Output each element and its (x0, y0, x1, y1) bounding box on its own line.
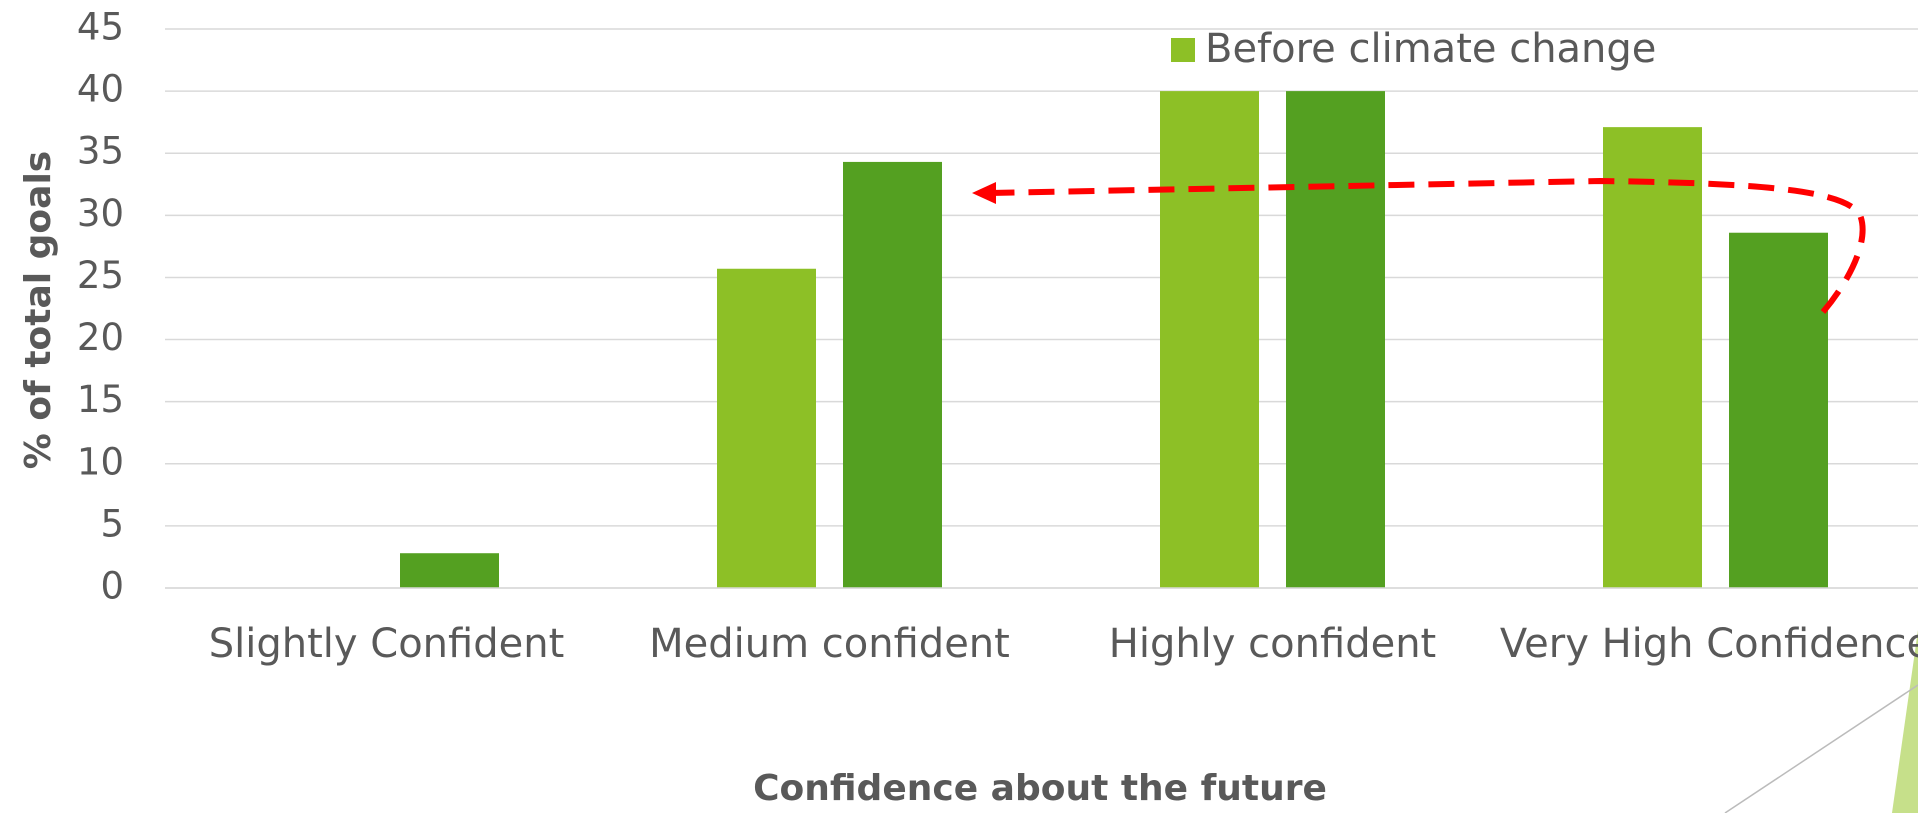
y-tick-label: 25 (77, 254, 124, 297)
bar (1603, 127, 1702, 588)
bar (1729, 232, 1828, 589)
bar (400, 553, 499, 588)
x-tick-label: Very High Confidence (1499, 621, 1918, 667)
legend-swatch (1171, 38, 1195, 62)
decor-line (1724, 684, 1918, 813)
bar (1160, 91, 1259, 588)
bar (1286, 91, 1385, 588)
y-tick-label: 0 (100, 565, 124, 608)
annotation-arrow (989, 177, 1866, 314)
x-tick-label: Medium confident (649, 621, 1010, 667)
y-tick-label: 10 (77, 440, 124, 483)
y-tick-label: 20 (77, 316, 124, 359)
y-tick-label: 15 (77, 378, 124, 421)
x-tick-label: Slightly Confident (208, 621, 565, 667)
legend-label: Before climate change (1205, 26, 1656, 72)
bar (843, 161, 942, 588)
x-tick-label: Highly confident (1108, 621, 1437, 667)
decor-triangle (1892, 630, 1918, 813)
bar (717, 268, 816, 588)
y-tick-label: 30 (77, 192, 124, 235)
y-tick-label: 40 (77, 68, 124, 111)
x-axis-label: Confidence about the future (753, 768, 1327, 809)
annotation-arrowhead (972, 182, 996, 204)
y-axis-label: % of total goals (18, 151, 59, 469)
y-tick-label: 45 (77, 6, 124, 49)
y-tick-label: 5 (100, 502, 124, 545)
y-tick-label: 35 (77, 130, 124, 173)
